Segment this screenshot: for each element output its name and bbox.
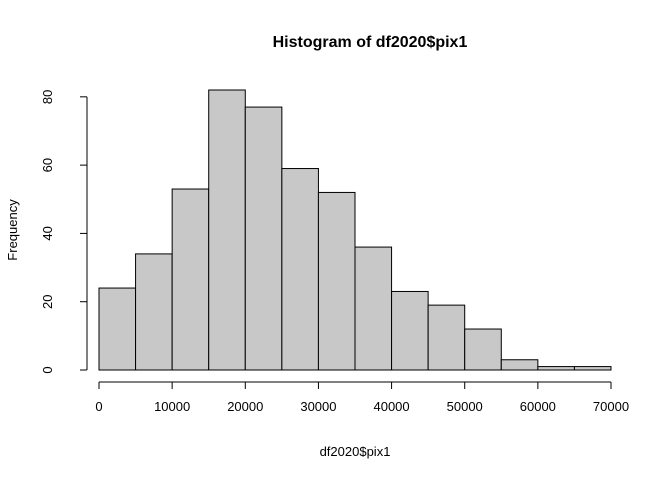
histogram-bar (208, 89, 246, 371)
histogram-bar (281, 168, 319, 371)
x-tick-label: 20000 (227, 399, 263, 414)
histogram-bar (464, 328, 502, 371)
x-tick-label: 50000 (447, 399, 483, 414)
x-axis: 0 10000 20000 30000 40000 50000 60000 70000 (95, 381, 629, 414)
x-tick-label: 40000 (373, 399, 409, 414)
histogram-bar (500, 359, 539, 371)
chart-title: Histogram of df2020$pix1 (273, 34, 468, 51)
histogram-bar (98, 287, 137, 371)
histogram-bar (573, 366, 612, 371)
x-tick-label: 10000 (154, 399, 190, 414)
y-tick-label: 0 (40, 366, 55, 373)
histogram-bar (354, 246, 393, 371)
histogram-bar (391, 290, 429, 371)
x-axis-label: df2020$pix1 (320, 444, 391, 459)
y-axis-label: Frequency (5, 199, 20, 261)
histogram-bar (171, 188, 210, 371)
y-tick-label: 40 (40, 226, 55, 240)
histogram-bar (135, 253, 173, 371)
histogram-bar (427, 304, 466, 371)
x-tick-label: 0 (95, 399, 102, 414)
x-tick-label: 60000 (520, 399, 556, 414)
histogram-bar (317, 191, 356, 371)
histogram-bar (244, 106, 283, 371)
y-tick-label: 80 (40, 90, 55, 104)
x-tick-label: 70000 (593, 399, 629, 414)
x-tick-label: 30000 (300, 399, 336, 414)
y-axis: 0 20 40 60 80 (40, 90, 88, 374)
histogram-bar (537, 366, 575, 371)
y-tick-label: 60 (40, 158, 55, 172)
y-tick-label: 20 (40, 294, 55, 308)
bars-group (98, 89, 612, 371)
